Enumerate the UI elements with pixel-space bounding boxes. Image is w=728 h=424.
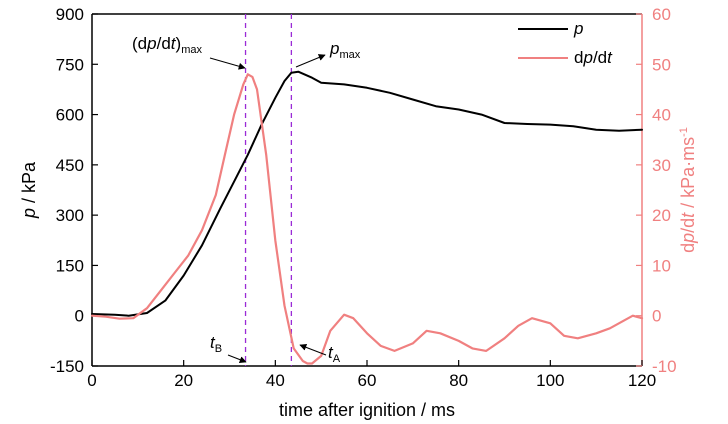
legend-dpdt-rest: /d (593, 48, 607, 67)
plot-frame (91, 13, 643, 367)
annotation-tA-arrow (299, 343, 327, 356)
y-axis-left-title: p / kPa (19, 161, 39, 219)
y-right-italic-t: t (678, 212, 698, 218)
tB-sub: B (215, 343, 222, 355)
ann1-prefix: (d (132, 34, 147, 53)
y-right-sup: -1 (678, 127, 690, 137)
series-line-p (91, 70, 643, 317)
y-right-slash-d: /d (678, 218, 698, 233)
annotation-p-max: pmax (295, 39, 361, 68)
annotation-tB: tB (210, 333, 247, 363)
y-left-tick-label: 0 (75, 307, 84, 326)
tA-main: t (328, 343, 334, 362)
marker-lines (244, 14, 293, 366)
x-tick-label: 80 (449, 371, 468, 390)
y-left-tick-label: 750 (56, 55, 84, 74)
x-tick-label: 20 (174, 371, 193, 390)
ann1-italic-t: t (171, 34, 177, 53)
tB-main: t (210, 333, 216, 352)
legend-dpdt-p: p (582, 48, 592, 67)
y-right-d: d (678, 243, 698, 253)
y-left-tick-label: -150 (50, 357, 84, 376)
ann1-suffix: ) (176, 34, 182, 53)
y-right-italic-p: p (678, 233, 698, 244)
y-right-tick-label: 10 (652, 256, 671, 275)
annotation-p-max-label: pmax (329, 39, 361, 61)
series-layer (90, 70, 644, 365)
x-axis-title: time after ignition / ms (279, 400, 455, 420)
y-left-tick-label: 600 (56, 106, 84, 125)
y-left-tick-label: 300 (56, 206, 84, 225)
legend-dpdt-d: d (574, 48, 583, 67)
legend-dpdt-t: t (607, 48, 613, 67)
ann1-italic-p: p (146, 34, 156, 53)
annotation-tB-arrow (227, 354, 247, 363)
ann2-sub: max (339, 49, 360, 61)
ann2-italic-p: p (329, 39, 339, 58)
annotation-tB-label: tB (210, 333, 222, 355)
annotation-dpdt-max: (dp/dt)max (132, 34, 246, 70)
y-left-tick-label: 150 (56, 256, 84, 275)
y-left-tick-label: 900 (56, 5, 84, 24)
y-left-tick-label: 450 (56, 156, 84, 175)
legend: p dp/dt (518, 19, 613, 67)
y-right-tick-label: 60 (652, 5, 671, 24)
y-axis-right-title: dp/dt / kPa·ms-1 (678, 127, 698, 253)
y-right-tick-label: 40 (652, 106, 671, 125)
tA-sub: A (333, 353, 341, 365)
x-tick-label: 100 (536, 371, 564, 390)
series-line-dpdt (90, 73, 644, 365)
annotation-tA-label: tA (328, 343, 341, 365)
legend-label-dpdt: dp/dt (574, 48, 613, 67)
y-left-italic-p: p (19, 208, 39, 219)
y-right-unit: / kPa·ms (678, 137, 698, 213)
x-tick-label: 40 (266, 371, 285, 390)
annotation-p-max-arrow (295, 54, 326, 68)
y-right-tick-label: 30 (652, 156, 671, 175)
ann1-mid: /d (157, 34, 171, 53)
legend-label-p: p (573, 19, 583, 38)
ann1-sub: max (181, 44, 202, 56)
x-tick-label: 120 (628, 371, 656, 390)
y-right-tick-label: -10 (652, 357, 677, 376)
x-tick-label: 0 (87, 371, 96, 390)
x-tick-label: 60 (358, 371, 377, 390)
y-right-tick-label: 50 (652, 55, 671, 74)
y-left-unit: / kPa (19, 161, 39, 208)
y-right-tick-label: 20 (652, 206, 671, 225)
annotation-tA: tA (299, 343, 341, 365)
ticks: 0 20 40 60 80 100 120-1500150300450600750900-1… (50, 5, 677, 390)
annotation-dpdt-max-label: (dp/dt)max (132, 34, 202, 56)
annotation-dpdt-max-arrow (209, 57, 246, 70)
y-right-tick-label: 0 (652, 307, 661, 326)
